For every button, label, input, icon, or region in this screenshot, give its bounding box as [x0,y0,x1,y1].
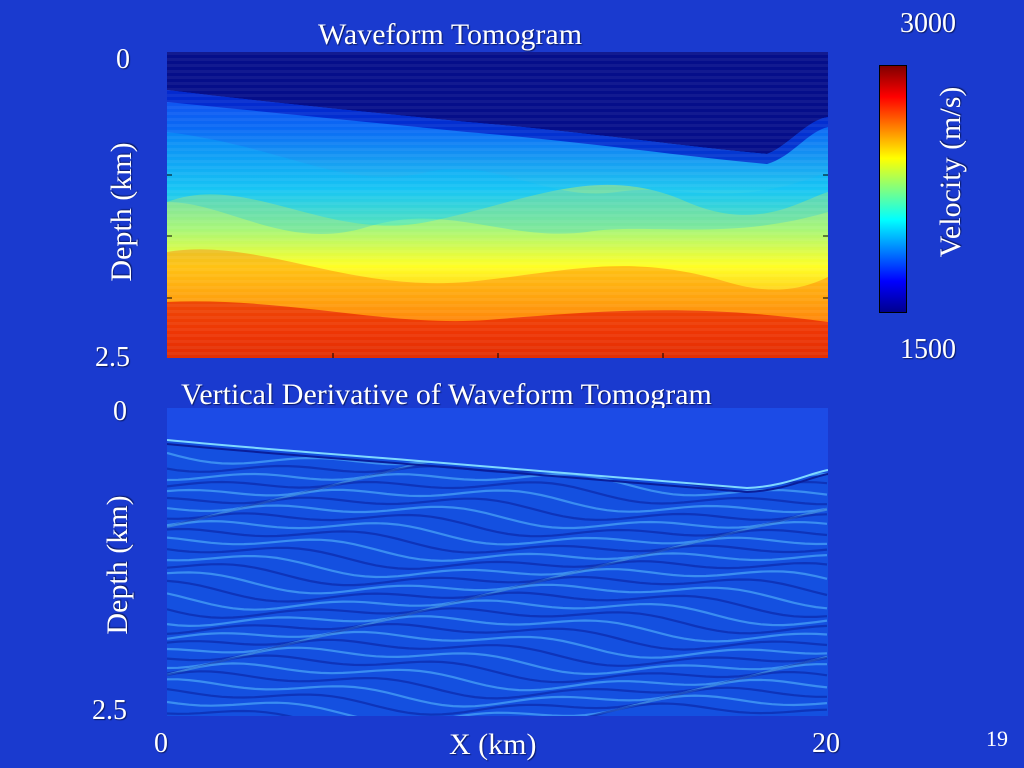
slide-number: 19 [986,726,1008,751]
reflector-line [167,512,828,538]
reflector-line [167,544,828,571]
reflector-line [167,560,828,587]
top-y-tick-0: 0 [116,44,130,75]
colorbar-label: Velocity (m/s) [934,86,967,258]
reflector-line [167,591,828,619]
reflector-line [167,607,828,635]
bottom-x-axis-label: X (km) [449,728,537,761]
vertical-derivative-image [167,408,828,716]
reflector-line [167,599,828,628]
top-panel-title: Waveform Tomogram [318,18,583,51]
reflector-line [167,622,828,651]
reflector-line [167,536,828,562]
reflector-line [167,678,828,708]
reflector-line [167,567,828,595]
colorbar-max-label: 3000 [900,8,956,39]
reflector-line [167,662,827,692]
top-y-axis-label: Depth (km) [105,142,138,282]
reflector-line [167,615,828,643]
velocity-colorbar [879,65,907,313]
top-y-tick-2-5: 2.5 [95,342,130,373]
bottom-y-tick-0: 0 [113,396,127,427]
bottom-y-tick-2-5: 2.5 [92,695,127,726]
velocity-tomogram-image [167,52,828,358]
reflector-line [167,686,827,716]
reflector-line [167,702,828,716]
bottom-panel-title: Vertical Derivative of Waveform Tomogram [181,378,712,411]
reflector-line [167,504,828,530]
reflector-line [167,552,828,579]
reflector-line [167,654,828,684]
colorbar-min-label: 1500 [900,334,956,365]
reflector-line [167,646,828,675]
reflector-line [167,638,828,667]
bottom-x-tick-20: 20 [812,728,840,759]
bottom-x-tick-0: 0 [154,728,168,759]
bottom-y-axis-label: Depth (km) [101,495,134,635]
reflector-line [167,583,828,611]
reflector-line [167,694,828,716]
reflector-line [167,527,828,554]
reflector-line [167,472,828,497]
reflector-line [167,496,828,522]
